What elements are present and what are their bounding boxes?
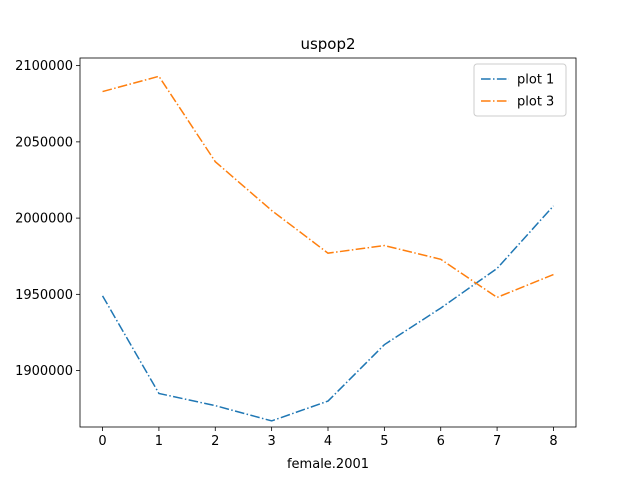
x-tick-label: 3 [267,434,275,449]
chart-title: uspop2 [300,35,355,53]
series-line-1 [101,205,555,422]
y-tick-label: 2050000 [15,135,73,150]
plot-frame [79,57,577,428]
x-tick-label: 4 [324,434,332,449]
x-tick-label: 1 [155,434,163,449]
x-tick-label: 5 [380,434,388,449]
y-tick-label: 1950000 [15,288,73,303]
x-tick-label: 6 [437,434,445,449]
legend-label-2: plot 3 [517,95,554,110]
legend-box [473,63,567,117]
legend: plot 1 plot 3 [473,63,567,117]
series-layer [101,75,555,422]
x-tick-label: 2 [211,434,219,449]
x-tick-label: 7 [493,434,501,449]
x-tick-label: 8 [549,434,557,449]
y-axis: 1900000 1950000 2000000 2050000 2100000 [15,59,80,379]
y-tick-label: 1900000 [15,364,73,379]
x-axis: 0 1 2 3 4 5 6 7 8 [98,427,558,449]
series-line-2 [102,75,554,299]
x-tick-label: 0 [98,434,106,449]
x-axis-title: female.2001 [287,457,369,472]
y-tick-label: 2100000 [15,59,73,74]
legend-label-1: plot 1 [517,73,554,88]
y-tick-label: 2000000 [15,212,73,227]
